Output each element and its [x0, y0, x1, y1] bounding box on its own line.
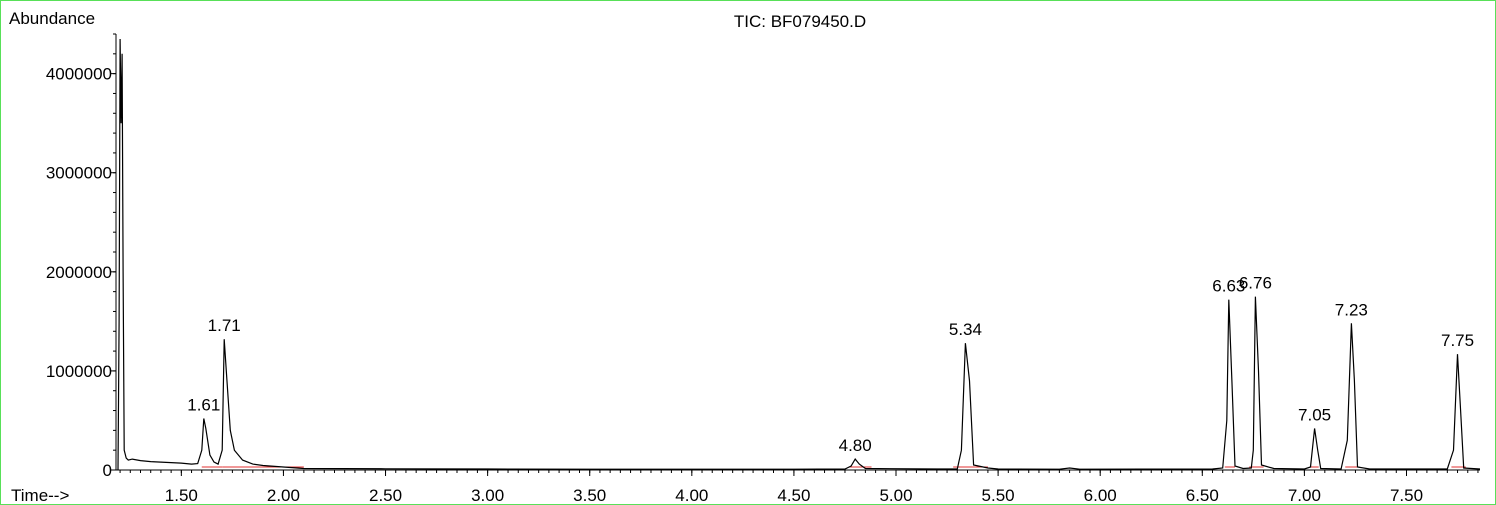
peak-labels: 1.61 1.71 4.80 5.34 6.636.76 7.05 7.23 7.75 — [187, 274, 1474, 456]
x-tick-label: 4.00 — [675, 486, 708, 505]
peak-label: 6.76 — [1239, 274, 1272, 293]
x-tick-label: 5.00 — [879, 486, 912, 505]
peak-label: 6.63 — [1212, 277, 1245, 296]
y-tick-label: 3000000 — [46, 164, 112, 183]
chart-title: TIC: BF079450.D — [734, 12, 866, 31]
peak-label: 7.05 — [1298, 405, 1331, 424]
y-axis-label: Abundance — [9, 9, 95, 28]
peak-label: 7.75 — [1441, 331, 1474, 350]
x-tick-label: 6.00 — [1084, 486, 1117, 505]
y-tick-label: 2000000 — [46, 263, 112, 282]
x-axis-label: Time--> — [11, 486, 69, 505]
x-tick-label: 7.50 — [1390, 486, 1423, 505]
y-tick-label: 0 — [103, 461, 112, 480]
x-tick-label: 7.00 — [1288, 486, 1321, 505]
y-ticks: 0 1000000 2000000 3000000 4000000 — [46, 33, 116, 480]
x-tick-label: 4.50 — [777, 486, 810, 505]
x-tick-label: 3.50 — [573, 486, 606, 505]
x-tick-label: 5.50 — [982, 486, 1015, 505]
y-tick-label: 4000000 — [46, 65, 112, 84]
x-ticks: 1.50 2.00 2.50 3.00 3.50 4.00 4.50 5.00 5.50 6.00… — [119, 470, 1479, 505]
tic-trace — [117, 38, 1481, 471]
peak-label: 1.71 — [208, 316, 241, 335]
x-tick-label: 6.50 — [1186, 486, 1219, 505]
peak-label: 4.80 — [839, 436, 872, 455]
x-tick-label: 1.50 — [165, 486, 198, 505]
axes — [115, 34, 1480, 471]
x-tick-label: 2.50 — [369, 486, 402, 505]
x-tick-label: 2.00 — [267, 486, 300, 505]
tic-series-line — [117, 38, 1481, 471]
peak-label: 5.34 — [949, 320, 982, 339]
peak-label: 7.23 — [1335, 300, 1368, 319]
peak-label: 1.61 — [187, 395, 220, 414]
x-tick-label: 3.00 — [471, 486, 504, 505]
y-tick-label: 1000000 — [46, 362, 112, 381]
